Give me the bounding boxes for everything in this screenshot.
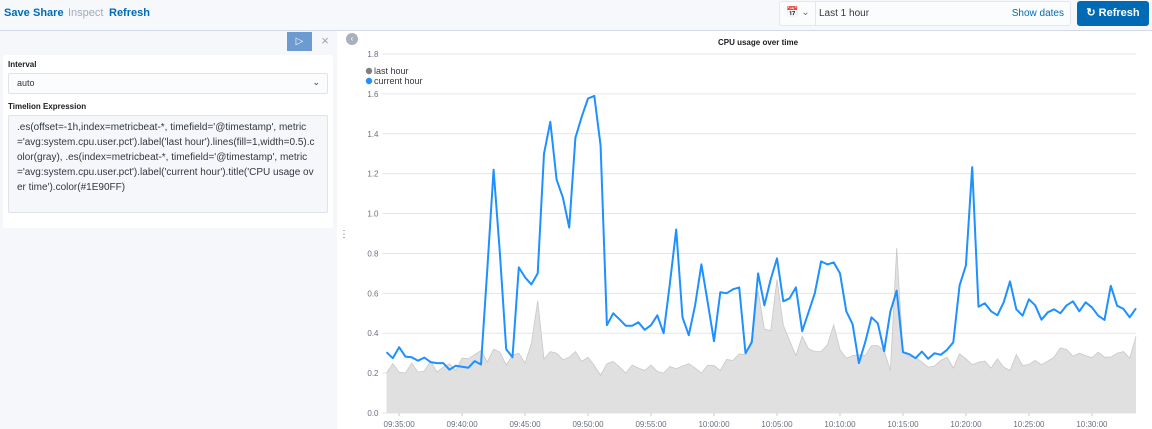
refresh-button[interactable]: ↻ Refresh bbox=[1077, 1, 1149, 26]
refresh-button-label: Refresh bbox=[1098, 7, 1140, 19]
x-tick-label: 10:15:00 bbox=[887, 420, 919, 429]
x-tick-label: 09:40:00 bbox=[447, 420, 479, 429]
top-nav: Save Share Inspect Refresh 📅 ⌄ Last 1 ho… bbox=[0, 0, 1152, 31]
play-icon: ▷ bbox=[295, 36, 304, 47]
x-tick-label: 09:55:00 bbox=[635, 420, 667, 429]
chevron-left-icon: ‹ bbox=[350, 34, 354, 43]
calendar-icon: 📅 bbox=[786, 7, 799, 18]
y-tick-label: 0.8 bbox=[367, 249, 379, 258]
legend: last hour current hour bbox=[365, 66, 423, 86]
y-tick-label: 0.2 bbox=[367, 369, 379, 378]
chevron-down-icon: ⌄ bbox=[312, 77, 320, 87]
cpu-usage-chart: CPU usage over time 0.0 0.2 0.4 0.6 0.8 1.0 1.… bbox=[365, 38, 1137, 429]
collapse-panel-button[interactable]: ‹ bbox=[346, 33, 358, 45]
chevron-down-icon: ⌄ bbox=[801, 7, 810, 18]
y-tick-label: 0.6 bbox=[367, 289, 379, 298]
x-tick-label: 10:00:00 bbox=[698, 420, 730, 429]
x-tick-label: 09:35:00 bbox=[384, 420, 416, 429]
close-button[interactable]: × bbox=[318, 33, 332, 49]
editor-panel: ▷ × Interval auto ⌄ Timelion Expression .… bbox=[0, 31, 337, 429]
date-range-text[interactable]: Last 1 hour bbox=[819, 8, 870, 19]
show-dates-link[interactable]: Show dates bbox=[1011, 8, 1064, 19]
save-link[interactable]: Save bbox=[4, 7, 30, 19]
y-tick-label: 1.4 bbox=[367, 130, 379, 139]
interval-value: auto bbox=[17, 78, 35, 88]
x-tick-label: 09:45:00 bbox=[509, 420, 541, 429]
legend-swatch-current-hour bbox=[365, 77, 373, 85]
refresh-link[interactable]: Refresh bbox=[109, 7, 150, 19]
refresh-icon: ↻ bbox=[1086, 7, 1096, 19]
line-current-hour bbox=[385, 94, 1137, 371]
legend-swatch-last-hour bbox=[365, 67, 373, 75]
x-tick-label: 10:25:00 bbox=[1013, 420, 1045, 429]
date-picker: 📅 ⌄ Last 1 hour Show dates bbox=[779, 1, 1071, 26]
resize-handle-icon[interactable]: ⋮ bbox=[339, 229, 349, 240]
y-tick-label: 1.2 bbox=[367, 170, 379, 179]
close-icon: × bbox=[321, 33, 329, 48]
y-tick-label: 1.6 bbox=[367, 90, 379, 99]
y-tick-label: 0.0 bbox=[367, 409, 379, 418]
share-link[interactable]: Share bbox=[33, 7, 64, 19]
x-tick-label: 10:30:00 bbox=[1076, 420, 1108, 429]
x-tick-label: 10:10:00 bbox=[824, 420, 856, 429]
interval-label: Interval bbox=[8, 60, 37, 69]
area-last-hour bbox=[386, 248, 1136, 413]
y-tick-label: 1.0 bbox=[367, 210, 379, 219]
x-tick-label: 09:50:00 bbox=[572, 420, 604, 429]
inspect-link: Inspect bbox=[68, 7, 104, 19]
interval-select[interactable]: auto ⌄ bbox=[8, 73, 328, 94]
expression-label: Timelion Expression bbox=[8, 102, 87, 111]
expression-textarea[interactable]: .es(offset=-1h,index=metricbeat-*, timef… bbox=[8, 115, 328, 213]
legend-current-hour[interactable]: current hour bbox=[374, 76, 423, 86]
x-tick-label: 10:20:00 bbox=[950, 420, 982, 429]
legend-last-hour[interactable]: last hour bbox=[374, 66, 409, 76]
editor-card: Interval auto ⌄ Timelion Expression .es(o… bbox=[3, 55, 333, 228]
quick-menu-button[interactable]: 📅 ⌄ bbox=[780, 2, 816, 25]
chart-title: CPU usage over time bbox=[718, 38, 799, 47]
run-button[interactable]: ▷ bbox=[287, 32, 312, 51]
x-tick-label: 10:05:00 bbox=[761, 420, 793, 429]
y-tick-label: 0.4 bbox=[367, 329, 379, 338]
y-tick-label: 1.8 bbox=[367, 50, 379, 59]
